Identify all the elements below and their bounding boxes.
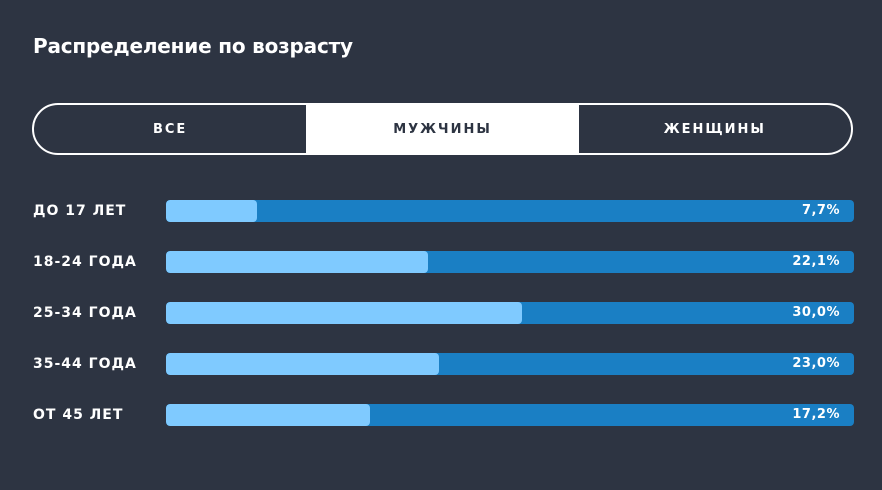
bar-value-label: 22,1% bbox=[792, 254, 840, 269]
bar-fill bbox=[166, 353, 439, 375]
bar-category-label: 35-44 ГОДА bbox=[33, 356, 137, 372]
bar-fill bbox=[166, 200, 257, 222]
tab-men[interactable]: МУЖЧИНЫ bbox=[306, 105, 579, 153]
bar-track: 17,2% bbox=[166, 404, 854, 426]
bar-value-label: 17,2% bbox=[792, 407, 840, 422]
gender-tabs: ВСЕ МУЖЧИНЫ ЖЕНЩИНЫ bbox=[32, 103, 853, 155]
bar-track: 22,1% bbox=[166, 251, 854, 273]
bar-fill bbox=[166, 404, 370, 426]
tab-all[interactable]: ВСЕ bbox=[152, 121, 188, 137]
bar-value-label: 7,7% bbox=[801, 203, 840, 218]
page-title: Распределение по возрасту bbox=[33, 34, 353, 58]
bar-category-label: 18-24 ГОДА bbox=[33, 254, 137, 270]
bar-fill bbox=[166, 302, 522, 324]
bar-track: 30,0% bbox=[166, 302, 854, 324]
bar-track: 23,0% bbox=[166, 353, 854, 375]
bar-track: 7,7% bbox=[166, 200, 854, 222]
bar-category-label: ДО 17 ЛЕТ bbox=[33, 203, 127, 219]
bar-category-label: ОТ 45 ЛЕТ bbox=[33, 407, 124, 423]
bar-category-label: 25-34 ГОДА bbox=[33, 305, 137, 321]
bar-value-label: 30,0% bbox=[792, 305, 840, 320]
bar-fill bbox=[166, 251, 428, 273]
bar-value-label: 23,0% bbox=[792, 356, 840, 371]
tab-women[interactable]: ЖЕНЩИНЫ bbox=[663, 121, 766, 137]
